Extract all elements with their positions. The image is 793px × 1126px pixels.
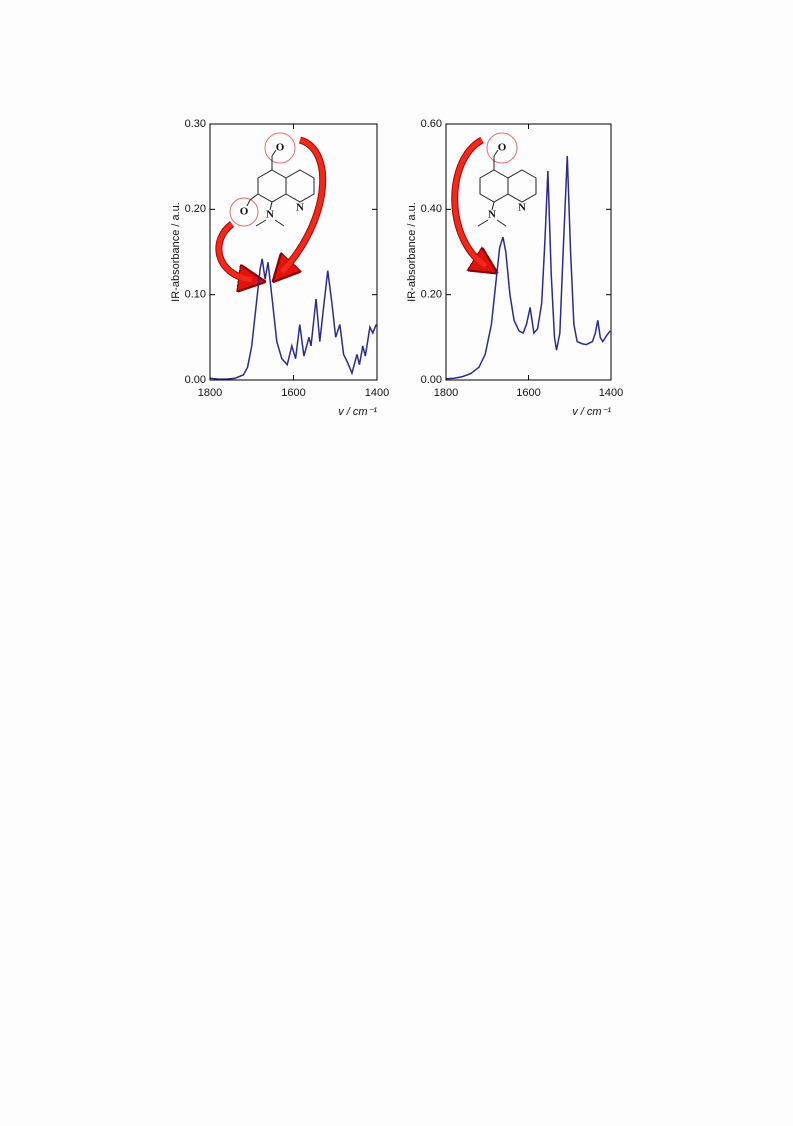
atom-label: N (266, 209, 274, 221)
x-tick-label: 1600 (281, 387, 305, 399)
y-tick-label: 0.20 (185, 203, 206, 215)
spectrum-line (445, 155, 611, 380)
y-tick-label: 0.60 (421, 118, 442, 130)
atom-label: N (488, 209, 496, 221)
atom-label: O (240, 206, 249, 218)
atom-label: O (498, 142, 507, 154)
x-tick-label: 1600 (516, 387, 540, 399)
y-tick-label: 0.30 (185, 118, 206, 130)
y-tick-label: 0.40 (421, 203, 442, 215)
y-axis-label: IR-absorbance / a.u. (406, 202, 418, 302)
y-tick-label: 0.00 (185, 374, 206, 386)
y-axis-label: IR-absorbance / a.u. (170, 202, 182, 302)
atom-label: O (276, 142, 285, 154)
molecule-right (451, 132, 537, 266)
atom-label: N (296, 202, 304, 214)
x-tick-label: 1800 (198, 387, 222, 399)
x-axis-label: v / cm⁻¹ (572, 406, 611, 418)
y-tick-label: 0.10 (185, 289, 206, 301)
x-tick-label: 1800 (434, 387, 458, 399)
x-tick-label: 1400 (599, 387, 623, 399)
molecule-left (215, 132, 327, 280)
spectrum-line (209, 258, 377, 380)
plot-frame (209, 123, 378, 381)
y-tick-label: 0.20 (421, 289, 442, 301)
x-tick-label: 1400 (365, 387, 389, 399)
x-axis-label: v / cm⁻¹ (338, 406, 377, 418)
atom-label: N (518, 202, 526, 214)
y-tick-label: 0.00 (421, 374, 442, 386)
